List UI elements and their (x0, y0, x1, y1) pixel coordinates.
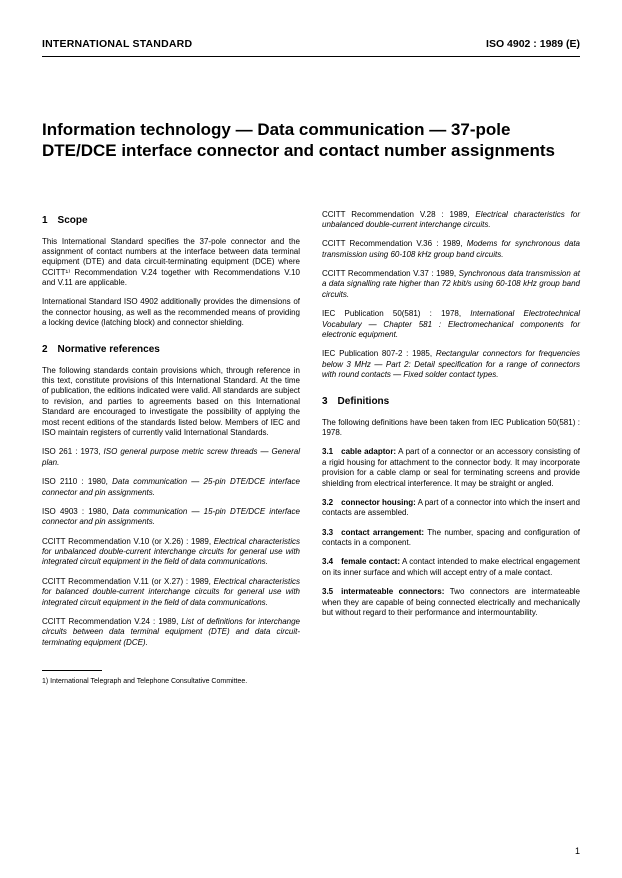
definition-term: female contact: (341, 557, 400, 566)
reference-item: ISO 261 : 1973, ISO general purpose metr… (42, 447, 300, 468)
definition-item: 3.1 cable adaptor: A part of a connector… (322, 447, 580, 489)
page-header: INTERNATIONAL STANDARD ISO 4902 : 1989 (… (42, 38, 580, 57)
left-column: 1 Scope This International Standard spec… (42, 210, 300, 687)
reference-prefix: CCITT Recommendation V.24 : 1989, (42, 617, 181, 626)
footnote-rule (42, 670, 102, 671)
reference-prefix: ISO 2110 : 1980, (42, 477, 112, 486)
page-number: 1 (575, 846, 580, 856)
definition-term: connector housing: (341, 498, 416, 507)
header-left: INTERNATIONAL STANDARD (42, 38, 192, 50)
definition-item: 3.4 female contact: A contact intended t… (322, 557, 580, 578)
reference-item: ISO 2110 : 1980, Data communication — 25… (42, 477, 300, 498)
reference-item: CCITT Recommendation V.28 : 1989, Electr… (322, 210, 580, 231)
footnote-text: 1) International Telegraph and Telephone… (42, 678, 247, 685)
definition-item: 3.5 intermateable connectors: Two connec… (322, 587, 580, 618)
reference-item: IEC Publication 50(581) : 1978, Internat… (322, 309, 580, 340)
reference-item: CCITT Recommendation V.24 : 1989, List o… (42, 617, 300, 648)
reference-prefix: CCITT Recommendation V.36 : 1989, (322, 239, 467, 248)
scope-para-1: This International Standard specifies th… (42, 237, 300, 289)
right-column: CCITT Recommendation V.28 : 1989, Electr… (322, 210, 580, 687)
definition-number: 3.3 (322, 528, 341, 537)
definition-number: 3.2 (322, 498, 341, 507)
reference-prefix: IEC Publication 50(581) : 1978, (322, 309, 470, 318)
reference-item: CCITT Recommendation V.37 : 1989, Synchr… (322, 269, 580, 300)
normative-references-intro: The following standards contain provisio… (42, 366, 300, 439)
reference-prefix: CCITT Recommendation V.37 : 1989, (322, 269, 459, 278)
document-title: Information technology — Data communicat… (42, 119, 580, 162)
header-right: ISO 4902 : 1989 (E) (486, 38, 580, 50)
definition-number: 3.1 (322, 447, 341, 456)
definition-term: intermateable connectors: (341, 587, 444, 596)
reference-item: CCITT Recommendation V.10 (or X.26) : 19… (42, 537, 300, 568)
reference-item: CCITT Recommendation V.36 : 1989, Modems… (322, 239, 580, 260)
definition-number: 3.4 (322, 557, 341, 566)
body-columns: 1 Scope This International Standard spec… (42, 210, 580, 687)
definition-item: 3.2 connector housing: A part of a conne… (322, 498, 580, 519)
normative-references-heading: 2 Normative references (42, 343, 300, 356)
definitions-heading: 3 Definitions (322, 395, 580, 408)
reference-prefix: ISO 4903 : 1980, (42, 507, 112, 516)
reference-prefix: CCITT Recommendation V.11 (or X.27) : 19… (42, 577, 214, 586)
reference-item: IEC Publication 807-2 : 1985, Rectangula… (322, 349, 580, 380)
reference-item: ISO 4903 : 1980, Data communication — 15… (42, 507, 300, 528)
scope-heading: 1 Scope (42, 214, 300, 227)
reference-item: CCITT Recommendation V.11 (or X.27) : 19… (42, 577, 300, 608)
reference-prefix: IEC Publication 807-2 : 1985, (322, 349, 436, 358)
reference-prefix: CCITT Recommendation V.28 : 1989, (322, 210, 475, 219)
definition-number: 3.5 (322, 587, 341, 596)
definition-item: 3.3 contact arrangement: The number, spa… (322, 528, 580, 549)
definition-term: contact arrangement: (341, 528, 424, 537)
reference-prefix: CCITT Recommendation V.10 (or X.26) : 19… (42, 537, 214, 546)
definitions-intro: The following definitions have been take… (322, 418, 580, 439)
reference-prefix: ISO 261 : 1973, (42, 447, 104, 456)
footnote: 1) International Telegraph and Telephone… (42, 666, 300, 686)
scope-para-2: International Standard ISO 4902 addition… (42, 297, 300, 328)
definition-term: cable adaptor: (341, 447, 396, 456)
